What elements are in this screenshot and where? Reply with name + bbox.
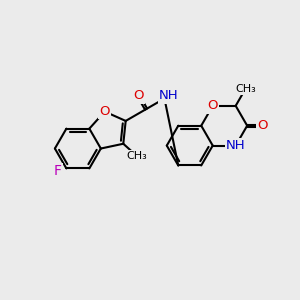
- Text: O: O: [208, 99, 218, 112]
- Text: O: O: [133, 89, 144, 102]
- Text: NH: NH: [226, 139, 245, 152]
- Text: O: O: [257, 119, 268, 132]
- Text: CH₃: CH₃: [235, 84, 256, 94]
- Text: F: F: [53, 164, 62, 178]
- Text: CH₃: CH₃: [127, 151, 148, 161]
- Text: O: O: [100, 105, 110, 118]
- Text: NH: NH: [159, 89, 179, 102]
